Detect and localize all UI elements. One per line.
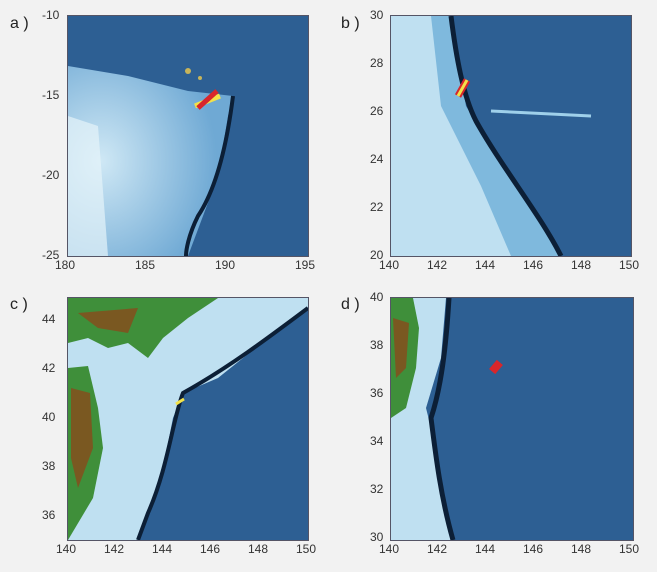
x-tick: 144: [152, 542, 173, 556]
y-tick: 28: [370, 56, 384, 70]
trench: [448, 16, 564, 256]
y-tick: 30: [370, 8, 384, 22]
x-tick: 180: [55, 258, 76, 272]
x-tick: 195: [295, 258, 316, 272]
topography-map: [67, 297, 309, 541]
marker-c: [175, 397, 185, 406]
y-tick: -10: [42, 8, 60, 22]
x-tick: 142: [104, 542, 125, 556]
marker-a: [194, 89, 221, 110]
panel-label: c ): [10, 296, 28, 313]
x-tick: 146: [200, 542, 221, 556]
y-tick: 30: [370, 530, 384, 544]
panel-label: d ): [341, 296, 360, 313]
shelf-region: [68, 66, 233, 256]
y-tick: 36: [42, 508, 56, 522]
x-tick: 140: [379, 542, 400, 556]
y-tick: 36: [370, 386, 384, 400]
x-tick: 144: [475, 542, 496, 556]
y-tick: 26: [370, 104, 384, 118]
y-tick: 44: [42, 312, 56, 326]
marker-d: [489, 359, 503, 375]
bathymetry-map: [67, 15, 309, 257]
x-tick: 140: [56, 542, 77, 556]
x-tick: 150: [619, 542, 640, 556]
y-tick: 42: [42, 361, 56, 375]
bathymetry-map: [390, 15, 632, 257]
x-tick: 146: [523, 542, 544, 556]
panel-label: b ): [341, 15, 360, 32]
y-tick: 38: [370, 338, 384, 352]
x-tick: 142: [427, 542, 448, 556]
y-tick: 40: [370, 290, 384, 304]
y-tick: 40: [42, 410, 56, 424]
y-tick: 22: [370, 200, 384, 214]
y-tick: 20: [370, 248, 384, 262]
y-tick: -25: [42, 248, 60, 262]
x-tick: 144: [475, 258, 496, 272]
marker-b: [454, 78, 471, 98]
x-tick: 150: [619, 258, 640, 272]
trench: [136, 306, 308, 540]
x-tick: 150: [296, 542, 317, 556]
trench: [428, 298, 456, 540]
x-tick: 185: [135, 258, 156, 272]
x-tick: 148: [248, 542, 269, 556]
x-tick: 140: [379, 258, 400, 272]
x-tick: 148: [571, 542, 592, 556]
y-tick: -20: [42, 168, 60, 182]
trench: [184, 95, 235, 256]
panel-label: a ): [10, 15, 29, 32]
y-tick: 34: [370, 434, 384, 448]
x-tick: 148: [571, 258, 592, 272]
x-tick: 190: [215, 258, 236, 272]
x-tick: 146: [523, 258, 544, 272]
y-tick: 38: [42, 459, 56, 473]
y-tick: 32: [370, 482, 384, 496]
x-tick: 142: [427, 258, 448, 272]
y-tick: -15: [42, 88, 60, 102]
y-tick: 24: [370, 152, 384, 166]
topography-map: [390, 297, 634, 541]
